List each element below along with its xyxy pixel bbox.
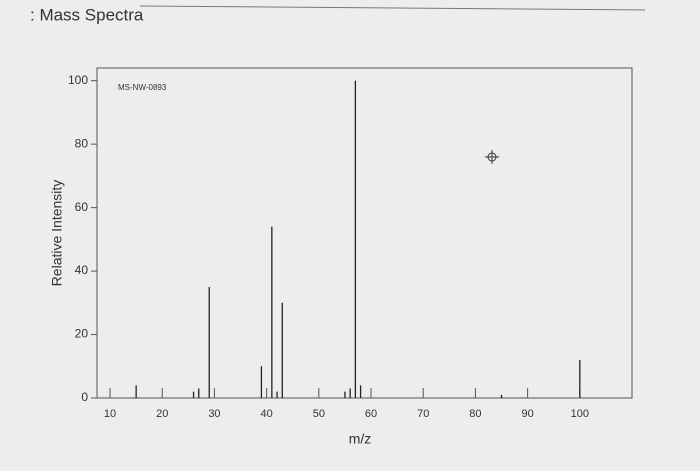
x-tick-label: 90 bbox=[521, 408, 533, 420]
x-tick-label: 80 bbox=[469, 408, 481, 420]
y-tick-label: 100 bbox=[68, 73, 88, 87]
x-axis-label: m/z bbox=[349, 431, 372, 447]
plot-frame bbox=[96, 67, 633, 399]
header-rule bbox=[139, 5, 646, 11]
x-tick-label: 60 bbox=[365, 408, 377, 420]
chart-title: : Mass Spectra bbox=[30, 5, 144, 24]
x-tick-label: 40 bbox=[261, 408, 273, 420]
x-tick-label: 20 bbox=[156, 408, 168, 420]
y-tick-label: 40 bbox=[75, 263, 89, 277]
x-tick-label: 70 bbox=[417, 408, 429, 420]
x-tick-label: 30 bbox=[208, 408, 220, 420]
y-tick-label: 80 bbox=[75, 136, 89, 150]
annotation: MS-NW-0893 bbox=[118, 83, 167, 92]
y-tick-label: 20 bbox=[75, 327, 89, 341]
y-axis-label: Relative Intensity bbox=[49, 180, 65, 287]
x-tick-label: 10 bbox=[104, 408, 116, 420]
x-tick-label: 100 bbox=[571, 408, 589, 420]
x-tick-label: 50 bbox=[313, 408, 325, 420]
y-tick-label: 0 bbox=[81, 390, 88, 404]
move-cursor-icon bbox=[485, 150, 499, 164]
y-tick-label: 60 bbox=[75, 200, 89, 214]
